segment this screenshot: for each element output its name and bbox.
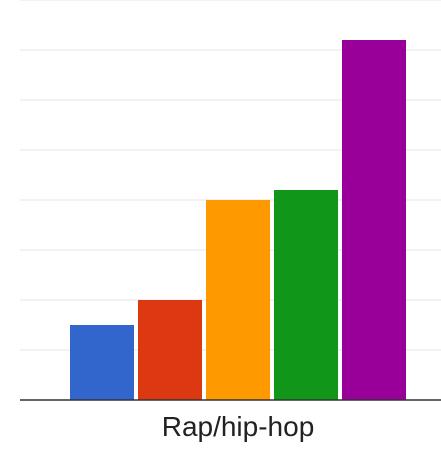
bar-4 — [274, 190, 338, 400]
x-axis-labels: Rap/hip-hop — [162, 411, 315, 442]
bar-3 — [206, 200, 270, 400]
bar-1 — [70, 325, 134, 400]
bars — [70, 40, 406, 400]
category-label: Rap/hip-hop — [162, 411, 315, 442]
bar-2 — [138, 300, 202, 400]
bar-5 — [342, 40, 406, 400]
